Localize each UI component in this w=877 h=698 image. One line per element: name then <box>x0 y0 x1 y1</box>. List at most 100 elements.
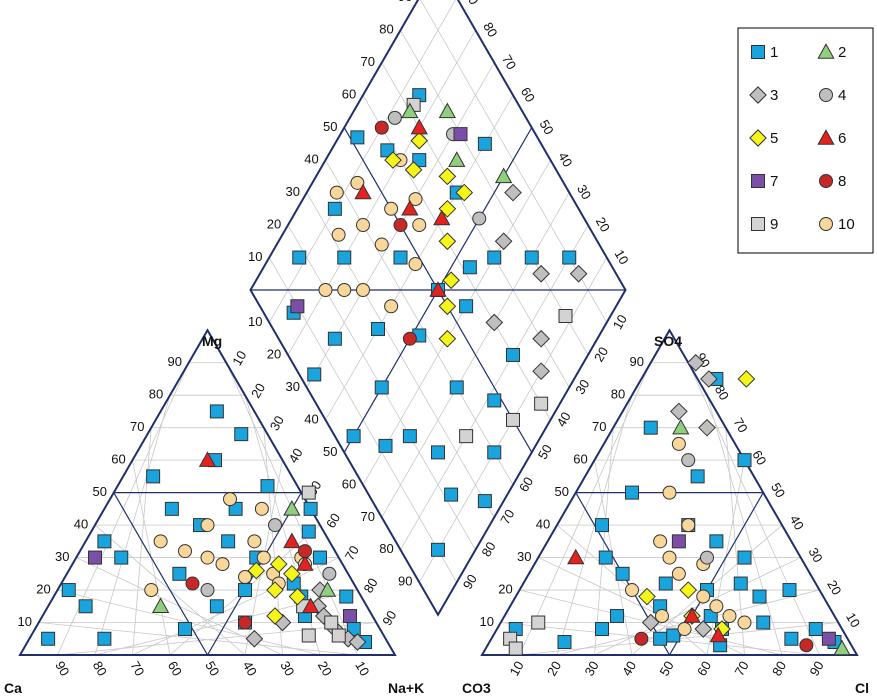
data-point-series-7 <box>821 631 836 646</box>
data-point-series-10 <box>178 544 192 559</box>
legend-label: 2 <box>838 44 846 61</box>
data-point-series-3 <box>532 264 550 283</box>
tick-label: 90 <box>398 0 412 4</box>
tick-label: 20 <box>267 346 281 361</box>
tick-label: 10 <box>480 614 494 629</box>
tick-label: 50 <box>656 658 676 678</box>
data-point-series-9 <box>331 628 346 643</box>
data-point-series-10 <box>318 283 333 297</box>
data-point-series-1 <box>313 550 327 565</box>
data-point-series-1 <box>164 501 179 516</box>
data-point-series-7 <box>671 534 686 549</box>
tick-label: 60 <box>518 85 538 105</box>
tick-label: 50 <box>555 484 569 499</box>
data-point-series-8 <box>185 576 200 591</box>
data-point-series-6 <box>283 532 301 549</box>
tick-label: 60 <box>165 658 185 678</box>
tick-label: 70 <box>342 543 362 563</box>
data-point-series-10 <box>408 192 423 207</box>
data-point-series-7 <box>290 299 305 314</box>
data-point-series-1 <box>562 250 577 265</box>
data-point-series-6 <box>301 597 320 614</box>
data-point-series-1 <box>303 501 318 516</box>
data-point-series-3 <box>348 633 367 651</box>
tick-label: 70 <box>731 415 751 435</box>
data-point-series-9 <box>534 396 549 411</box>
data-point-series-1 <box>378 438 393 453</box>
data-point-series-5 <box>269 555 288 573</box>
tick-label: 10 <box>248 314 262 329</box>
legend-label: 4 <box>838 87 846 104</box>
data-point-series-1 <box>524 250 539 265</box>
data-point-series-10 <box>356 218 370 233</box>
data-point-series-2 <box>494 167 513 184</box>
legend-label: 7 <box>770 173 778 190</box>
data-point-series-1 <box>487 445 502 460</box>
tick-label: 70 <box>361 509 375 524</box>
data-point-series-2 <box>401 102 419 119</box>
tick-label: 30 <box>286 184 300 199</box>
data-point-series-10 <box>238 570 252 585</box>
data-points-layer <box>41 88 851 656</box>
tick-label: 20 <box>824 578 844 598</box>
data-point-series-1 <box>346 429 361 444</box>
data-point-series-10 <box>215 557 230 572</box>
data-point-series-1 <box>784 631 799 646</box>
data-point-series-3 <box>694 620 713 638</box>
data-point-series-1 <box>209 599 224 614</box>
data-point-series-1 <box>350 130 365 145</box>
data-point-series-5 <box>455 183 474 202</box>
data-point-series-1 <box>643 420 658 435</box>
data-point-series-1 <box>653 631 668 646</box>
data-point-series-1 <box>402 429 417 444</box>
tick-label: 20 <box>36 581 50 596</box>
data-point-series-9 <box>531 615 546 630</box>
data-point-series-1 <box>327 331 342 346</box>
data-point-series-10 <box>254 501 269 516</box>
tick-label: 20 <box>267 216 281 231</box>
data-point-series-1 <box>234 427 249 442</box>
data-point-series-1 <box>380 143 395 158</box>
circle-icon <box>819 174 833 188</box>
tick-label: 60 <box>694 658 714 678</box>
tick-label: 60 <box>749 448 769 468</box>
circle-icon <box>819 88 833 102</box>
data-point-series-1 <box>487 250 502 265</box>
data-point-series-3 <box>504 183 522 202</box>
data-point-series-3 <box>245 629 264 648</box>
tick-label: 10 <box>229 348 249 368</box>
data-point-series-5 <box>679 581 698 599</box>
tick-label: 20 <box>248 381 268 401</box>
data-point-series-3 <box>700 370 718 388</box>
legend-label: 9 <box>770 216 778 233</box>
data-point-series-1 <box>658 576 673 591</box>
data-point-series-6 <box>410 118 428 135</box>
data-point-series-7 <box>343 609 357 624</box>
data-point-series-10 <box>671 436 686 451</box>
tick-label: 30 <box>806 545 826 565</box>
tick-label: 40 <box>787 513 807 533</box>
data-point-series-1 <box>41 631 56 646</box>
data-point-series-5 <box>438 297 457 316</box>
tick-label: 30 <box>572 377 592 397</box>
data-point-series-10 <box>408 257 423 272</box>
data-point-series-5 <box>266 607 284 625</box>
tick-label: 10 <box>506 658 526 678</box>
tick-label: 80 <box>712 383 732 403</box>
tick-label: 30 <box>267 413 287 433</box>
tick-label: 30 <box>574 182 594 202</box>
tick-label: 60 <box>516 474 536 494</box>
tick-label: 70 <box>499 52 519 72</box>
data-point-series-1 <box>595 518 609 533</box>
data-point-series-10 <box>384 201 399 216</box>
data-point-series-3 <box>532 362 550 381</box>
tick-label: 40 <box>555 150 575 170</box>
tick-label: 30 <box>277 658 297 678</box>
data-point-series-1 <box>221 534 236 549</box>
data-point-series-1 <box>431 542 445 557</box>
tick-label: 90 <box>630 354 644 369</box>
data-point-series-8 <box>634 631 649 646</box>
data-point-series-5 <box>404 161 423 179</box>
tick-label: 20 <box>544 658 564 678</box>
data-point-series-6 <box>296 555 314 571</box>
